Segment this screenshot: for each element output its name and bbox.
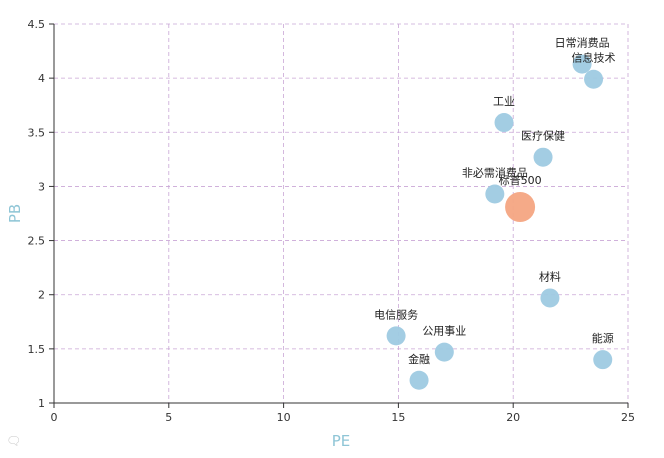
x-axis-label: PE <box>332 432 351 450</box>
data-points <box>386 54 613 390</box>
data-point <box>485 184 505 204</box>
point-label: 日常消费品 <box>555 36 610 50</box>
y-tick-label: 3.5 <box>28 126 46 139</box>
x-tick-label: 5 <box>165 411 172 424</box>
data-point <box>540 288 560 308</box>
point-label: 公用事业 <box>422 325 466 338</box>
highlight-point <box>505 192 536 223</box>
data-point <box>434 342 454 362</box>
data-point <box>494 113 514 133</box>
data-point <box>572 54 592 74</box>
point-label: 非必需消费品 <box>462 166 528 180</box>
point-label: 能源 <box>592 331 614 345</box>
data-point <box>409 370 429 390</box>
point-label: 电信服务 <box>374 308 418 321</box>
y-tick-label: 4 <box>38 72 45 85</box>
grid <box>54 23 629 403</box>
point-label: 医疗保健 <box>521 129 565 143</box>
x-tick-label: 25 <box>621 411 635 424</box>
y-tick-label: 1 <box>38 397 45 410</box>
point-label: 材料 <box>539 269 561 283</box>
data-point <box>593 350 613 370</box>
point-label: 信息技术 <box>572 51 616 65</box>
y-tick-label: 2 <box>38 289 45 302</box>
x-tick-label: 0 <box>51 411 58 424</box>
point-label: 标普500 <box>499 173 542 187</box>
x-tick-label: 10 <box>277 411 291 424</box>
x-tick-label: 15 <box>391 411 405 424</box>
x-tick-label: 20 <box>506 411 520 424</box>
chat-bubble-icon: 🗨 <box>6 434 22 448</box>
watermark-logo: 🗨 <box>6 434 21 448</box>
y-tick-label: 4.5 <box>28 18 46 31</box>
data-point <box>386 326 406 346</box>
y-tick-label: 3 <box>38 180 45 193</box>
point-label: 金融 <box>408 352 430 366</box>
y-tick-label: 1.5 <box>28 343 46 356</box>
y-axis-label: PB <box>6 204 24 223</box>
point-label: 工业 <box>493 95 515 108</box>
axes <box>49 23 629 408</box>
tick-labels: 0 5 10 15 20 25 1 1.5 2 2.5 3 3.5 4 4.5 <box>28 18 636 424</box>
y-tick-label: 2.5 <box>28 235 46 248</box>
data-point <box>533 147 553 167</box>
data-point <box>584 69 604 89</box>
